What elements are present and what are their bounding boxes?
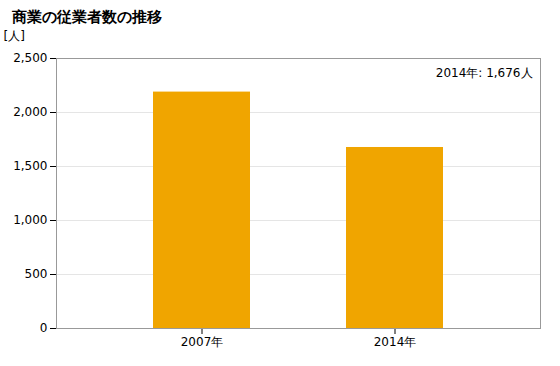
svg-text:[人]: [人]	[4, 29, 25, 43]
svg-text:2014年: 1,676人: 2014年: 1,676人	[436, 66, 533, 80]
svg-text:1,000: 1,000	[13, 213, 47, 227]
svg-text:2007年: 2007年	[181, 335, 224, 349]
svg-text:2,500: 2,500	[13, 51, 47, 65]
svg-text:1,500: 1,500	[13, 159, 47, 173]
svg-text:0: 0	[40, 321, 48, 335]
svg-text:2,000: 2,000	[13, 105, 47, 119]
svg-text:2014年: 2014年	[374, 335, 417, 349]
html-text:商業の従業者数の推移: 商業の従業者数の推移	[12, 8, 162, 26]
svg-text:500: 500	[25, 267, 48, 281]
